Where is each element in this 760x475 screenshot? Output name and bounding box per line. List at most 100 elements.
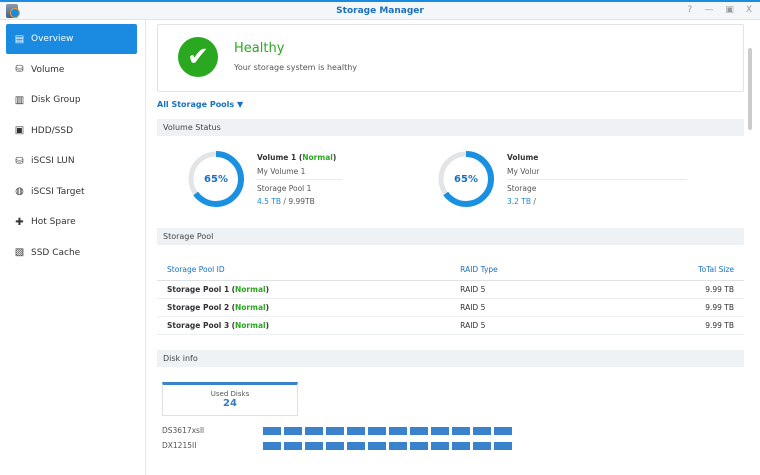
raid-type: RAID 5 [450,316,611,335]
disk-slots [263,442,512,450]
volume-percent: 65% [454,174,478,185]
disk-slot[interactable] [431,427,449,435]
sidebar-item-iscsi-target[interactable]: ◍ iSCSI Target [6,177,137,207]
close-button[interactable]: X [745,5,752,15]
disk-slot[interactable] [473,427,491,435]
used-disks-card: Used Disks 24 [162,382,298,416]
sidebar-item-disk-group[interactable]: ▥ Disk Group [6,85,137,115]
table-row[interactable]: Storage Pool 2 (Normal) RAID 5 9.99 TB [157,298,744,317]
disk-slot[interactable] [368,442,386,450]
raid-type: RAID 5 [450,298,611,317]
disk-slot[interactable] [326,427,344,435]
disk-slot[interactable] [263,442,281,450]
raid-type: RAID 5 [450,280,611,299]
volume-name: Volume 1 (Normal) [257,153,337,162]
volume-capacity: 4.5 TB / 9.99TB [257,197,315,206]
volume-usage-donut [438,151,494,207]
sidebar-item-label: Hot Spare [31,217,76,227]
volume-description: My Volume 1 [257,167,306,176]
sidebar-item-hdd-ssd[interactable]: ▣ HDD/SSD [6,116,137,146]
disk-slot[interactable] [494,442,512,450]
window-top-border [0,0,760,2]
total-size: 9.99 TB [610,316,744,335]
disk-slots [263,427,512,435]
sidebar-item-volume[interactable]: ⛁ Volume [6,55,137,85]
sidebar-item-label: Disk Group [31,95,81,105]
sidebar-item-label: HDD/SSD [31,125,74,136]
disk-info-header: Disk info [157,350,744,367]
storage-pool-table: Storage Pool ID RAID Type ToTal Size Sto… [157,260,744,335]
unit-name: DS3617xsll [162,426,205,435]
scrollbar[interactable] [748,48,752,130]
title-bar: Storage Manager ? — ▣ X [0,2,760,20]
sidebar-item-label: iSCSI LUN [31,156,75,166]
sidebar-item-label: iSCSI Target [31,186,85,197]
storage-pool-filter[interactable]: All Storage Pools ▼ [157,100,243,109]
disk-slot[interactable] [452,427,470,435]
volume-usage-donut [188,151,244,207]
disk-slot[interactable] [389,442,407,450]
table-row[interactable]: Storage Pool 3 (Normal) RAID 5 9.99 TB [157,316,744,335]
col-pool-id[interactable]: Storage Pool ID [157,260,451,281]
filter-label: All Storage Pools [157,100,235,109]
disk-slot[interactable] [305,427,323,435]
table-row[interactable]: Storage Pool 1 (Normal) RAID 5 9.99 TB [157,280,744,299]
iscsi-target-icon: ◍ [15,186,24,197]
volume-description: My Volur [507,167,540,176]
disk-slot[interactable] [389,427,407,435]
volume-capacity: 3.2 TB / [507,197,536,206]
disk-slot[interactable] [284,442,302,450]
pool-id: Storage Pool 1 (Normal) [157,280,451,299]
divider [507,179,687,180]
pool-id: Storage Pool 2 (Normal) [157,298,451,317]
disk-slot[interactable] [452,442,470,450]
disk-slot[interactable] [347,442,365,450]
donut-fill [438,151,494,207]
iscsi-lun-icon: ⛁ [15,155,24,167]
disk-slot[interactable] [326,442,344,450]
total-size: 9.99 TB [610,280,744,299]
help-button[interactable]: ? [687,5,693,15]
chevron-down-icon: ▼ [236,100,244,109]
ssd-cache-icon: ▧ [14,247,25,258]
volume-status-header: Volume Status [157,119,744,136]
disk-slot[interactable] [431,442,449,450]
disk-slot[interactable] [305,442,323,450]
disk-slot[interactable] [284,427,302,435]
unit-name: DX1215II [162,441,197,450]
divider [257,179,342,180]
col-raid-type[interactable]: RAID Type [450,260,611,281]
storage-pool-header: Storage Pool [157,228,744,245]
sidebar-item-overview[interactable]: ▤ Overview [6,24,137,54]
sidebar-item-label: Volume [31,64,65,75]
disk-slot[interactable] [263,427,281,435]
volume-percent: 65% [204,174,228,185]
sidebar-item-label: SSD Cache [31,247,81,258]
total-size: 9.99 TB [610,298,744,317]
disk-slot[interactable] [410,427,428,435]
pool-id: Storage Pool 3 (Normal) [157,316,451,335]
sidebar-item-ssd-cache[interactable]: ▧ SSD Cache [6,238,137,268]
volume-pool: Storage Pool 1 [257,184,312,193]
used-disks-label: Used Disks [210,390,250,398]
donut-fill [188,151,244,207]
health-subtitle: Your storage system is healthy [234,63,358,72]
sidebar-item-iscsi-lun[interactable]: ⛁ iSCSI LUN [6,146,137,176]
minimize-button[interactable]: — [704,5,714,15]
col-total-size[interactable]: ToTal Size [610,260,744,281]
sidebar-item-hot-spare[interactable]: ✚ Hot Spare [6,207,137,237]
health-card: ✔ Healthy Your storage system is healthy [157,24,744,92]
disk-slot[interactable] [494,427,512,435]
volume-pool: Storage [507,184,537,193]
disk-slot[interactable] [410,442,428,450]
volume-name: Volume [507,153,539,162]
maximize-button[interactable]: ▣ [725,5,734,15]
disk-slot[interactable] [368,427,386,435]
hot-spare-icon: ✚ [15,216,24,228]
check-icon: ✔ [178,37,218,77]
overview-icon: ▤ [14,33,25,45]
health-title: Healthy [234,41,285,56]
sidebar-item-label: Overview [31,34,74,44]
disk-slot[interactable] [473,442,491,450]
disk-slot[interactable] [347,427,365,435]
